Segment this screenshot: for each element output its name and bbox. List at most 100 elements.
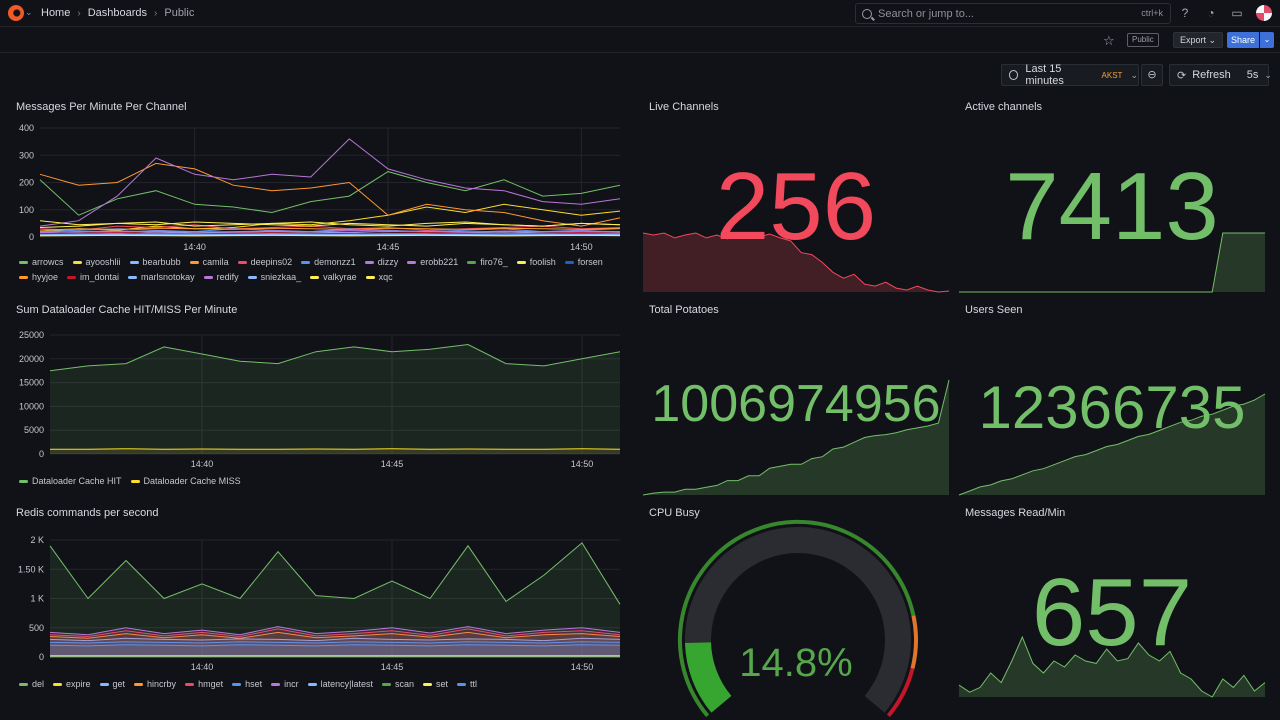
legend-label: im_dontai: [80, 272, 120, 282]
search-input[interactable]: [878, 7, 1118, 20]
legend-item[interactable]: Dataloader Cache HIT: [19, 476, 122, 486]
legend-label: foolish: [529, 257, 556, 267]
legend-swatch: [364, 260, 374, 264]
search-bar[interactable]: ctrl+k: [855, 3, 1171, 24]
help-icon[interactable]: ?: [1181, 6, 1189, 20]
grafana-logo-icon[interactable]: [8, 5, 24, 21]
legend-item[interactable]: get: [99, 679, 125, 689]
user-avatar[interactable]: [1256, 5, 1272, 21]
chart-legend: arrowcs ayooshlii bearbubb camila deepins02 d…: [19, 257, 619, 282]
y-tick-label: 1 K: [30, 594, 44, 604]
series-line-deepins02: [39, 224, 621, 231]
legend-item[interactable]: scan: [381, 679, 414, 689]
series-area-hincrby: [50, 632, 620, 657]
series-line-get: [49, 637, 621, 642]
panel-active-channels: Active channels 7413: [959, 101, 1265, 293]
series-line-hmget: [49, 628, 621, 638]
series-line-xqc: [39, 220, 621, 227]
breadcrumb-home[interactable]: Home: [41, 7, 71, 19]
share-dropdown-icon[interactable]: ⌄: [1260, 32, 1274, 48]
export-button[interactable]: Export ⌄: [1173, 32, 1224, 48]
legend-item[interactable]: dizzy: [364, 257, 398, 267]
legend-swatch: [19, 479, 28, 483]
legend-item[interactable]: redify: [203, 272, 239, 282]
legend-item[interactable]: hincrby: [134, 679, 176, 689]
legend-item[interactable]: erobb221: [407, 257, 458, 267]
clock-icon: [1009, 70, 1019, 80]
legend-item[interactable]: demonzz1: [301, 257, 356, 267]
news-rss-icon[interactable]: ◔: [1207, 6, 1215, 20]
legend-item[interactable]: hyyjoe: [19, 272, 58, 282]
legend-swatch: [516, 260, 526, 264]
series-line-im-dontai: [39, 232, 621, 235]
chevron-down-icon[interactable]: ⌄: [25, 7, 33, 17]
refresh-interval[interactable]: 5s: [1246, 69, 1259, 81]
legend-swatch: [467, 260, 477, 264]
series-line-dataloader-cache-hit: [49, 343, 621, 372]
legend-item[interactable]: foolish: [516, 257, 556, 267]
time-range-picker[interactable]: Last 15 minutes AKST ⌄: [1001, 63, 1139, 87]
legend-item[interactable]: sniezkaa_: [247, 272, 302, 282]
series-line-del: [49, 542, 621, 605]
refresh-button[interactable]: ⟳ Refresh 5s ⌄: [1169, 64, 1272, 86]
y-tick-label: 15000: [19, 378, 44, 388]
legend-swatch: [185, 682, 195, 686]
star-icon[interactable]: ☆: [1103, 33, 1115, 48]
legend-swatch: [189, 260, 199, 264]
legend-item[interactable]: hmget: [185, 679, 223, 689]
legend-label: latency|latest: [320, 679, 373, 689]
legend-item[interactable]: deepins02: [237, 257, 292, 267]
legend-item[interactable]: hset: [232, 679, 262, 689]
panel-redis-commands: Redis commands per second 0 500 1 K 1.50 K 2…: [16, 507, 631, 699]
legend-item[interactable]: incr: [271, 679, 299, 689]
series-line-valkyrae: [39, 234, 621, 237]
legend-label: firo76_: [480, 257, 508, 267]
legend-swatch: [247, 275, 257, 279]
kiosk-monitor-icon[interactable]: ▭: [1231, 6, 1243, 20]
legend-item[interactable]: ttl: [457, 679, 477, 689]
legend-item[interactable]: latency|latest: [307, 679, 373, 689]
legend-item[interactable]: camila: [189, 257, 229, 267]
legend-swatch: [423, 682, 432, 686]
legend-item[interactable]: im_dontai: [67, 272, 119, 282]
legend-item[interactable]: valkyrae: [310, 272, 357, 282]
refresh-icon: ⟳: [1177, 69, 1187, 82]
legend-swatch: [564, 260, 574, 264]
sparkline-line: [958, 393, 1266, 496]
keyboard-shortcut-hint: ctrl+k: [1141, 8, 1163, 18]
legend-swatch: [130, 479, 140, 483]
legend-item[interactable]: xqc: [365, 272, 393, 282]
legend-item[interactable]: arrowcs: [19, 257, 64, 267]
y-tick-label: 500: [29, 623, 44, 633]
zoom-out-button[interactable]: ⊖: [1141, 64, 1163, 86]
legend-item[interactable]: forsen: [564, 257, 603, 267]
y-tick-label: 1.50 K: [18, 564, 44, 574]
legend-label: sniezkaa_: [260, 272, 302, 282]
gauge-value-arc: [685, 641, 732, 713]
legend-item[interactable]: marlsnotokay: [128, 272, 195, 282]
legend-item[interactable]: set: [423, 679, 448, 689]
cpu-busy-value: 14.8%: [739, 641, 853, 685]
series-line-marlsnotokay: [39, 233, 621, 236]
panel-title: Messages Read/Min: [965, 507, 1066, 519]
legend-item[interactable]: ayooshlii: [72, 257, 121, 267]
gauge-track: [685, 527, 911, 713]
legend-item[interactable]: Dataloader Cache MISS: [130, 476, 241, 486]
legend-item[interactable]: firo76_: [467, 257, 508, 267]
breadcrumb-dashboards[interactable]: Dashboards: [87, 7, 148, 19]
legend-item[interactable]: del: [19, 679, 44, 689]
sparkline-line: [958, 635, 1266, 698]
x-tick-label: 14:50: [571, 459, 594, 469]
share-button[interactable]: Share: [1227, 32, 1259, 48]
legend-item[interactable]: bearbubb: [129, 257, 181, 267]
legend-swatch: [457, 682, 467, 686]
messages-read-sparkline: [958, 635, 1266, 698]
public-badge: Public: [1127, 33, 1159, 47]
legend-swatch: [72, 260, 82, 264]
x-tick-label: 14:45: [377, 242, 400, 252]
legend-swatch: [365, 275, 375, 279]
legend-item[interactable]: expire: [53, 679, 91, 689]
legend-swatch: [381, 682, 391, 686]
legend-label: hmget: [198, 679, 224, 689]
cpu-busy-gauge: [677, 519, 918, 718]
